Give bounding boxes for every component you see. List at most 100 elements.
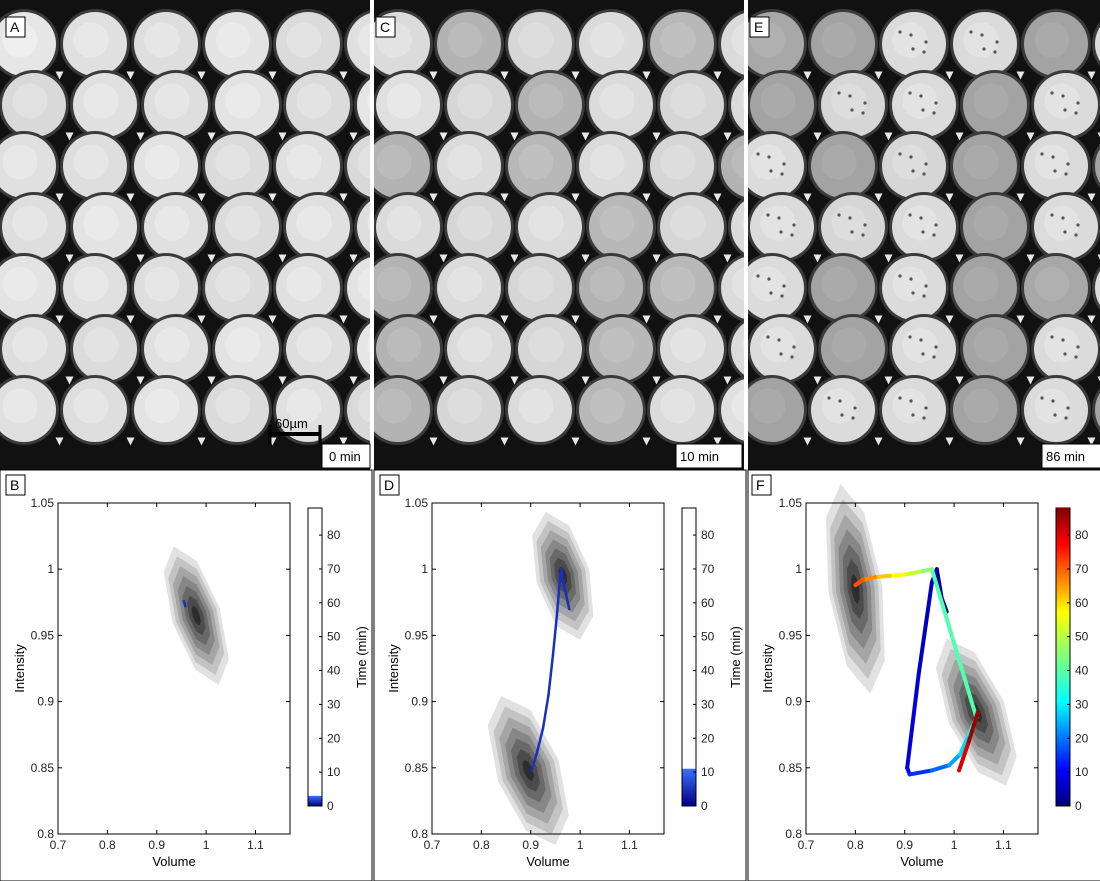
speckle [909,277,913,281]
droplet [731,323,744,375]
interstitial-spot [268,315,277,324]
speckle [898,30,902,34]
interstitial-spot [803,71,812,80]
interstitial-spot [652,376,661,385]
interstitial-spot [723,132,732,141]
droplet-highlight [589,144,625,180]
interstitial-spot [439,254,448,263]
interstitial-spot [581,254,590,263]
colorbar-tick-label: 60 [1075,596,1089,610]
interstitial-spot [1097,132,1100,138]
droplet [357,79,370,131]
interstitial-spot [874,315,883,324]
droplet-highlight [963,144,999,180]
panel-letter-b: B [10,477,19,493]
colorbar-tick-label: 70 [1075,562,1089,576]
interstitial-spot [439,132,448,141]
interstitial-spot [874,193,883,202]
droplet-highlight [660,144,696,180]
density-cluster [825,484,885,694]
colorbar-tick-label: 50 [327,630,341,644]
speckle [932,355,936,359]
speckle [909,155,913,159]
droplet-highlight [73,266,109,302]
droplet-highlight [12,83,48,119]
colorbar-tick-label: 60 [327,596,341,610]
speckle [1074,355,1078,359]
trajectory-segment [905,673,921,770]
speckle [1051,155,1055,159]
speckle [911,169,915,173]
x-axis-label: Volume [526,854,569,869]
droplet-highlight [2,266,38,302]
interstitial-spot [510,132,519,141]
micrograph-panel-a [0,0,370,470]
droplet-highlight [286,144,322,180]
interstitial-spot [268,71,277,80]
droplet-highlight [215,144,251,180]
x-tick-label: 1 [951,838,958,852]
speckle [898,396,902,400]
speckle [1066,162,1070,166]
y-tick-label: 0.8 [37,827,54,841]
chart-d: 0.7 0.8 0.9 1 1.10.80.850.90.9511.05VolumeIn… [386,496,743,869]
x-tick-label: 1.1 [621,838,638,852]
speckle [1066,406,1070,410]
speckle [908,213,912,217]
interstitial-spot [884,254,893,263]
speckle [924,162,928,166]
droplet [1095,392,1100,428]
interstitial-spot [1097,376,1100,382]
droplet [357,323,370,375]
interstitial-spot [65,254,74,263]
trajectory-segment [853,577,865,588]
trajectory-segment [916,580,934,678]
x-axis-label: Volume [152,854,195,869]
droplet-highlight [599,83,635,119]
interstitial-spot [339,71,348,80]
speckle [909,33,913,37]
colorbar-tick-label: 80 [327,528,341,542]
colorbar-label: Time (min) [354,626,369,688]
droplet-highlight [973,83,1009,119]
droplet-highlight [750,388,786,424]
scale-bar-label: 60µm [275,416,308,431]
droplet [1095,26,1100,62]
axes-box [57,502,291,835]
interstitial-spot [1016,315,1025,324]
interstitial-spot [713,193,722,202]
interstitial-spot [510,254,519,263]
droplet-highlight [144,22,180,58]
droplet [1095,270,1100,306]
speckle [1074,111,1078,115]
time-label-e-text: 86 min [1046,449,1085,464]
interstitial-spot [1016,437,1025,446]
droplet-highlight [670,83,706,119]
interstitial-spot [955,254,964,263]
interstitial-spot [126,193,135,202]
droplet-highlight [831,205,867,241]
interstitial-spot [429,315,438,324]
density-cluster [163,546,229,685]
interstitial-spot [500,315,509,324]
droplet-highlight [1044,205,1080,241]
interstitial-spot [1097,254,1100,260]
droplet-highlight [215,388,251,424]
interstitial-spot [723,254,732,263]
droplet-highlight [2,388,38,424]
x-tick-label: 0.7 [798,838,815,852]
speckle [919,94,923,98]
interstitial-spot [1087,315,1096,324]
speckle [766,335,770,339]
colorbar-tick-label: 10 [701,765,715,779]
droplet-highlight [741,335,744,355]
interstitial-spot [713,437,722,446]
droplet-highlight [447,144,483,180]
interstitial-spot [1016,71,1025,80]
speckle [1040,152,1044,156]
interstitial-spot [65,376,74,385]
droplet-highlight [599,205,635,241]
interstitial-spot [581,132,590,141]
droplet-highlight [741,213,744,233]
